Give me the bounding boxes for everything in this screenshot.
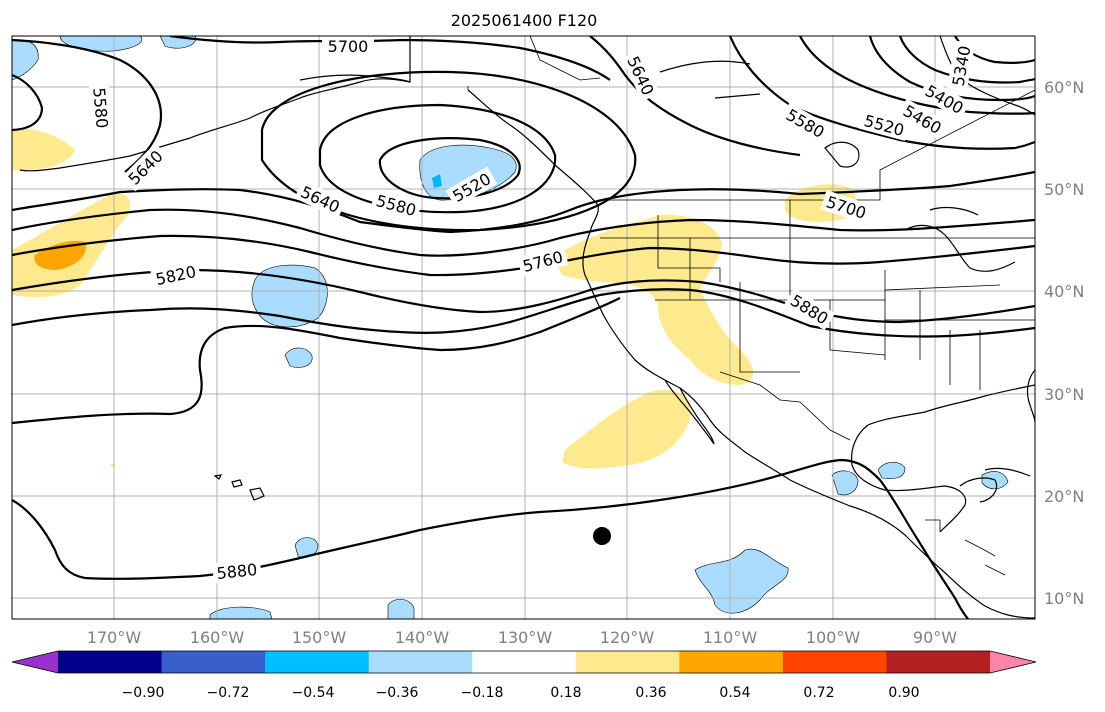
lon-label: 110°W	[703, 628, 758, 647]
colorbar-tick-label: 0.36	[635, 685, 666, 701]
colorbar-tick-label: 0.90	[888, 685, 919, 701]
lat-label: 60°N	[1044, 78, 1084, 97]
colorbar-segment	[472, 651, 577, 673]
lon-label: 100°W	[806, 628, 861, 647]
colorbar-segment	[575, 651, 680, 673]
colorbar-tick-label: 0.72	[803, 685, 834, 701]
colorbar: −0.90 −0.72 −0.54 −0.36 −0.18 0.18 0.36 …	[11, 650, 1037, 701]
map-frame	[11, 35, 1036, 620]
colorbar-tick-label: −0.54	[292, 685, 335, 701]
lon-label: 90°W	[913, 628, 957, 647]
colorbar-segment	[58, 651, 163, 673]
colorbar-segment	[265, 651, 370, 673]
colorbar-tick-label: 0.54	[719, 685, 750, 701]
colorbar-ticks: −0.90 −0.72 −0.54 −0.36 −0.18 0.18 0.36 …	[122, 685, 920, 701]
storm-position-marker	[593, 527, 611, 545]
colorbar-tick-label: 0.18	[550, 685, 581, 701]
height-contours	[12, 36, 1035, 619]
longitude-labels: 170°W 160°W 150°W 140°W 130°W 120°W 110°…	[87, 628, 957, 647]
political-borders	[409, 36, 1035, 576]
contour-label: 5580	[89, 87, 111, 129]
lat-label: 30°N	[1044, 385, 1084, 404]
lon-label: 150°W	[292, 628, 347, 647]
lat-label: 40°N	[1044, 282, 1084, 301]
colorbar-extend-max	[990, 651, 1036, 673]
colorbar-segment	[161, 651, 266, 673]
contour-label: 5700	[328, 37, 369, 56]
colorbar-segment	[368, 651, 473, 673]
colorbar-outline	[11, 650, 1037, 674]
colorbar-extend-min	[12, 651, 58, 673]
lat-label: 20°N	[1044, 487, 1084, 506]
lon-label: 140°W	[395, 628, 450, 647]
colorbar-tick-label: −0.90	[122, 685, 165, 701]
colorbar-segment	[679, 651, 784, 673]
lat-label: 50°N	[1044, 180, 1084, 199]
lon-label: 130°W	[498, 628, 553, 647]
map-title: 2025061400 F120	[451, 11, 598, 30]
colorbar-segment	[782, 651, 887, 673]
colorbar-segments	[11, 650, 1037, 674]
contour-label: 5880	[216, 560, 258, 583]
colorbar-tick-label: −0.72	[207, 685, 250, 701]
lat-label: 10°N	[1044, 589, 1084, 608]
lon-label: 170°W	[87, 628, 142, 647]
colorbar-tick-label: −0.36	[376, 685, 419, 701]
colorbar-segment	[886, 651, 991, 673]
map-panel: 5700 5640 5580 5340 5400 5460	[12, 36, 1035, 619]
contour-labels: 5700 5640 5580 5340 5400 5460	[88, 36, 976, 584]
latitude-labels: 60°N 50°N 40°N 30°N 20°N 10°N	[1044, 78, 1084, 608]
lon-label: 160°W	[190, 628, 245, 647]
lon-label: 120°W	[600, 628, 655, 647]
colorbar-tick-label: −0.18	[461, 685, 504, 701]
